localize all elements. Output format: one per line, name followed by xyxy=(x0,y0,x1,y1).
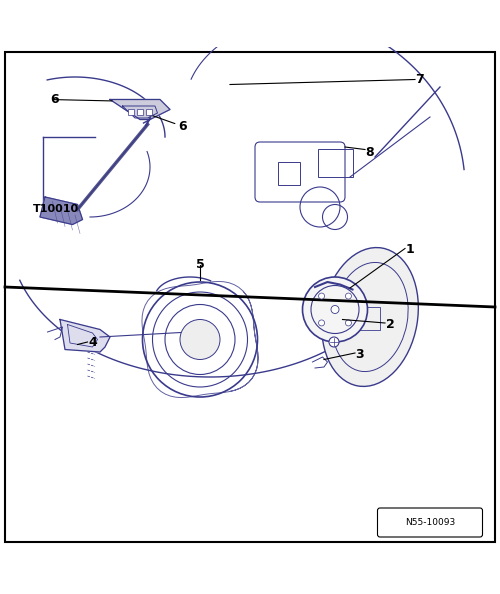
Text: 2: 2 xyxy=(386,318,394,331)
Text: 7: 7 xyxy=(416,73,424,86)
Text: 1: 1 xyxy=(406,243,414,256)
Text: T10010: T10010 xyxy=(32,204,78,214)
Text: 6: 6 xyxy=(50,93,59,106)
Bar xyxy=(278,162,300,185)
Bar xyxy=(352,307,380,330)
Text: 3: 3 xyxy=(356,348,364,361)
Bar xyxy=(318,150,352,177)
Bar xyxy=(136,109,142,115)
Circle shape xyxy=(180,320,220,359)
Bar xyxy=(128,109,134,115)
Circle shape xyxy=(318,320,324,326)
Circle shape xyxy=(318,293,324,299)
Bar xyxy=(146,109,152,115)
Polygon shape xyxy=(40,197,82,225)
Ellipse shape xyxy=(322,248,418,387)
Polygon shape xyxy=(60,320,110,352)
Circle shape xyxy=(346,320,352,326)
Text: 5: 5 xyxy=(196,258,204,271)
Polygon shape xyxy=(110,100,170,119)
FancyBboxPatch shape xyxy=(378,508,482,537)
Text: 4: 4 xyxy=(88,336,97,349)
Circle shape xyxy=(346,293,352,299)
Circle shape xyxy=(329,337,339,347)
Text: N55-10093: N55-10093 xyxy=(405,518,455,527)
Text: 8: 8 xyxy=(366,146,374,159)
Circle shape xyxy=(302,277,368,342)
Text: 6: 6 xyxy=(178,121,187,134)
Circle shape xyxy=(331,305,339,314)
